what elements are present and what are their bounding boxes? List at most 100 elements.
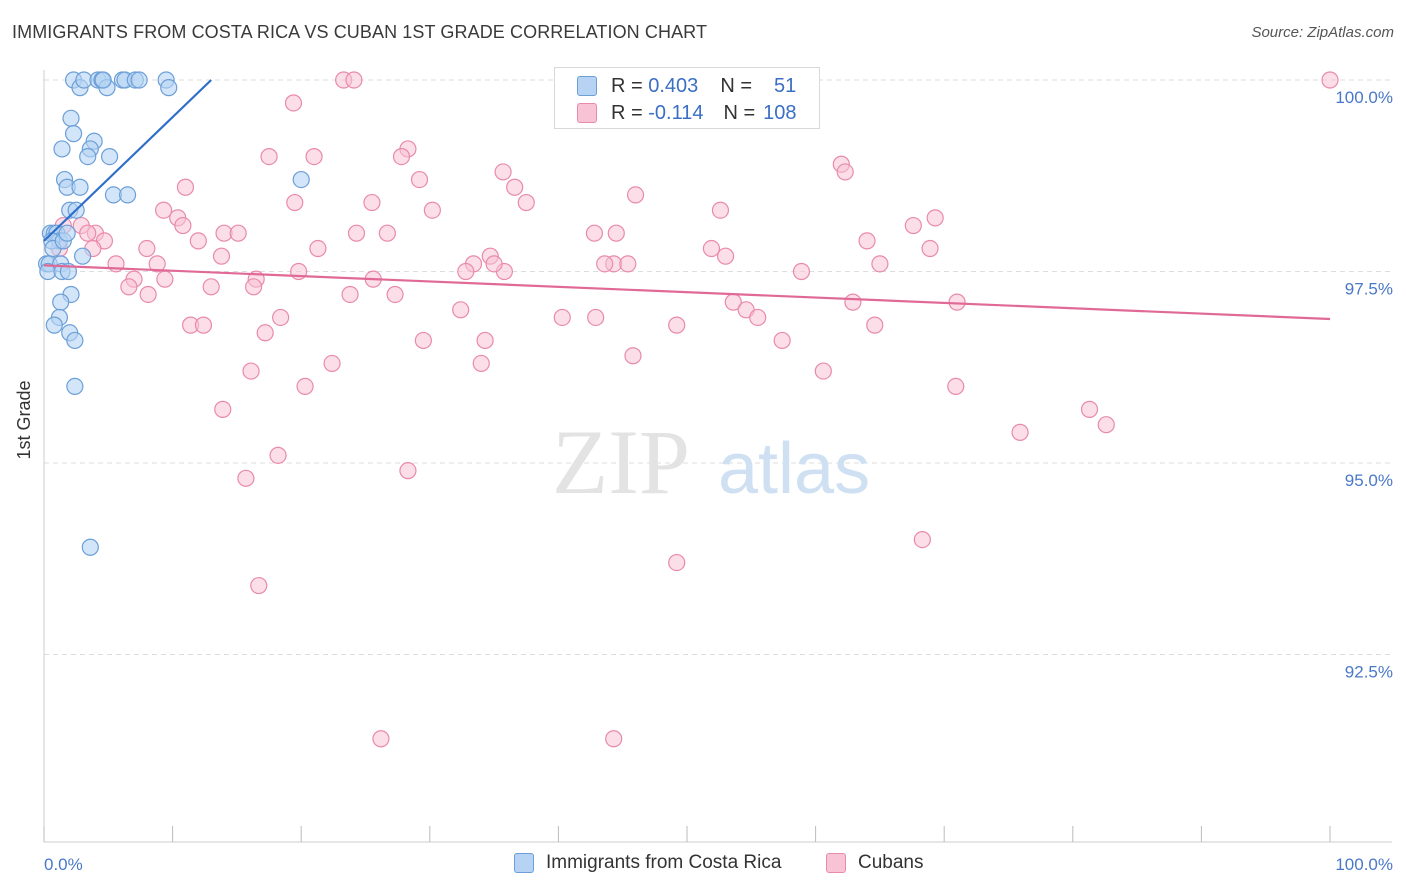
source-label: Source: ZipAtlas.com <box>1251 24 1394 41</box>
data-point-cubans <box>189 232 207 250</box>
data-point-cubans <box>457 262 475 281</box>
data-point-cubans <box>414 331 432 350</box>
data-point-cubans <box>156 270 174 288</box>
data-point-cubans <box>309 239 327 258</box>
legend-swatch-pink <box>577 103 597 123</box>
data-point-cubans <box>345 71 363 89</box>
data-point-cubans <box>792 262 811 281</box>
data-point-cubans <box>452 301 470 319</box>
data-point-cubans <box>585 224 604 242</box>
data-point-cubans <box>619 255 637 273</box>
n-value: 108 <box>763 101 797 124</box>
data-point-cubans <box>494 163 512 181</box>
data-point-cubans <box>79 224 97 242</box>
data-point-cubans <box>773 331 791 350</box>
stats-row-cubans: R = -0.114 N = 108 <box>577 102 797 124</box>
trend-line-costa-rica <box>43 79 212 242</box>
data-point-cubans <box>921 239 939 258</box>
data-point-cubans <box>947 377 965 395</box>
legend-item-cubans[interactable]: Cubans <box>826 852 924 874</box>
data-point-cubans <box>341 285 359 304</box>
data-point-costa-rica <box>73 247 92 265</box>
data-point-costa-rica <box>71 178 89 196</box>
data-point-cubans <box>176 178 195 196</box>
data-point-costa-rica <box>66 331 84 350</box>
data-point-cubans <box>913 530 931 549</box>
data-point-cubans <box>250 576 268 595</box>
data-point-cubans <box>399 462 417 480</box>
data-point-cubans <box>256 324 274 342</box>
data-point-cubans <box>605 730 623 748</box>
data-point-cubans <box>814 362 832 380</box>
r-value: -0.114 <box>648 101 704 124</box>
data-point-costa-rica <box>58 224 76 242</box>
data-point-cubans <box>749 308 767 327</box>
data-point-costa-rica <box>66 377 84 395</box>
data-point-cubans <box>858 232 876 250</box>
data-point-cubans <box>472 354 490 373</box>
watermark-atlas: atlas <box>718 429 870 509</box>
data-point-cubans <box>1321 71 1339 89</box>
data-point-cubans <box>517 193 535 212</box>
data-point-costa-rica <box>292 170 310 189</box>
data-point-cubans <box>553 308 571 327</box>
data-point-cubans <box>194 316 213 334</box>
stats-row-costa-rica: R = 0.403 N = 51 <box>577 75 796 97</box>
data-point-cubans <box>237 469 255 487</box>
data-point-cubans <box>212 247 231 265</box>
legend-swatch-blue <box>577 76 597 96</box>
data-point-cubans <box>202 278 220 296</box>
data-point-costa-rica <box>81 538 99 556</box>
y-tick-label: 97.5% <box>1345 280 1393 299</box>
data-point-cubans <box>506 178 524 196</box>
data-point-costa-rica <box>53 140 71 158</box>
axes <box>43 70 1392 843</box>
y-tick-label: 100.0% <box>1335 88 1393 107</box>
data-point-cubans <box>485 255 503 273</box>
data-point-cubans <box>836 163 854 181</box>
data-point-cubans <box>229 224 247 242</box>
data-point-cubans <box>587 308 605 327</box>
data-point-cubans <box>372 730 390 748</box>
data-point-cubans <box>154 201 173 219</box>
data-point-costa-rica <box>130 71 148 89</box>
y-tick-label: 92.5% <box>1345 663 1393 682</box>
data-point-cubans <box>323 354 341 373</box>
r-label: R = <box>611 101 643 124</box>
trend-lines <box>43 79 1331 321</box>
data-point-cubans <box>305 148 323 166</box>
data-point-cubans <box>174 216 192 235</box>
n-label: N = <box>723 101 756 124</box>
series-legend: Immigrants from Costa Rica Cubans <box>0 852 1406 876</box>
chart-title: IMMIGRANTS FROM COSTA RICA VS CUBAN 1ST … <box>12 22 708 42</box>
data-point-costa-rica <box>64 125 83 143</box>
series-costa-rica <box>37 71 310 556</box>
data-point-cubans <box>668 553 686 572</box>
data-point-costa-rica <box>45 316 63 334</box>
y-tick-label: 95.0% <box>1345 471 1393 490</box>
data-point-cubans <box>624 347 642 365</box>
data-point-cubans <box>148 255 166 273</box>
data-point-cubans <box>392 148 411 166</box>
data-point-cubans <box>1097 416 1115 434</box>
data-point-cubans <box>284 94 303 112</box>
legend-item-costa-rica[interactable]: Immigrants from Costa Rica <box>514 852 781 874</box>
data-point-cubans <box>904 216 922 235</box>
data-point-cubans <box>926 209 944 227</box>
data-point-cubans <box>214 400 232 418</box>
data-point-cubans <box>347 224 366 242</box>
data-point-cubans <box>1080 400 1099 418</box>
y-axis-label: 1st Grade <box>14 380 34 460</box>
data-point-costa-rica <box>79 148 97 166</box>
data-point-cubans <box>871 255 889 273</box>
watermark: ZIP atlas <box>552 411 870 513</box>
trend-line-cubans <box>43 264 1331 321</box>
n-label: N = <box>720 74 752 97</box>
data-point-cubans <box>386 285 404 304</box>
data-point-cubans <box>245 278 263 296</box>
data-point-costa-rica <box>160 79 178 97</box>
data-point-cubans <box>286 193 304 212</box>
data-point-costa-rica <box>118 186 137 204</box>
data-point-cubans <box>423 201 441 219</box>
data-point-cubans <box>607 224 625 242</box>
